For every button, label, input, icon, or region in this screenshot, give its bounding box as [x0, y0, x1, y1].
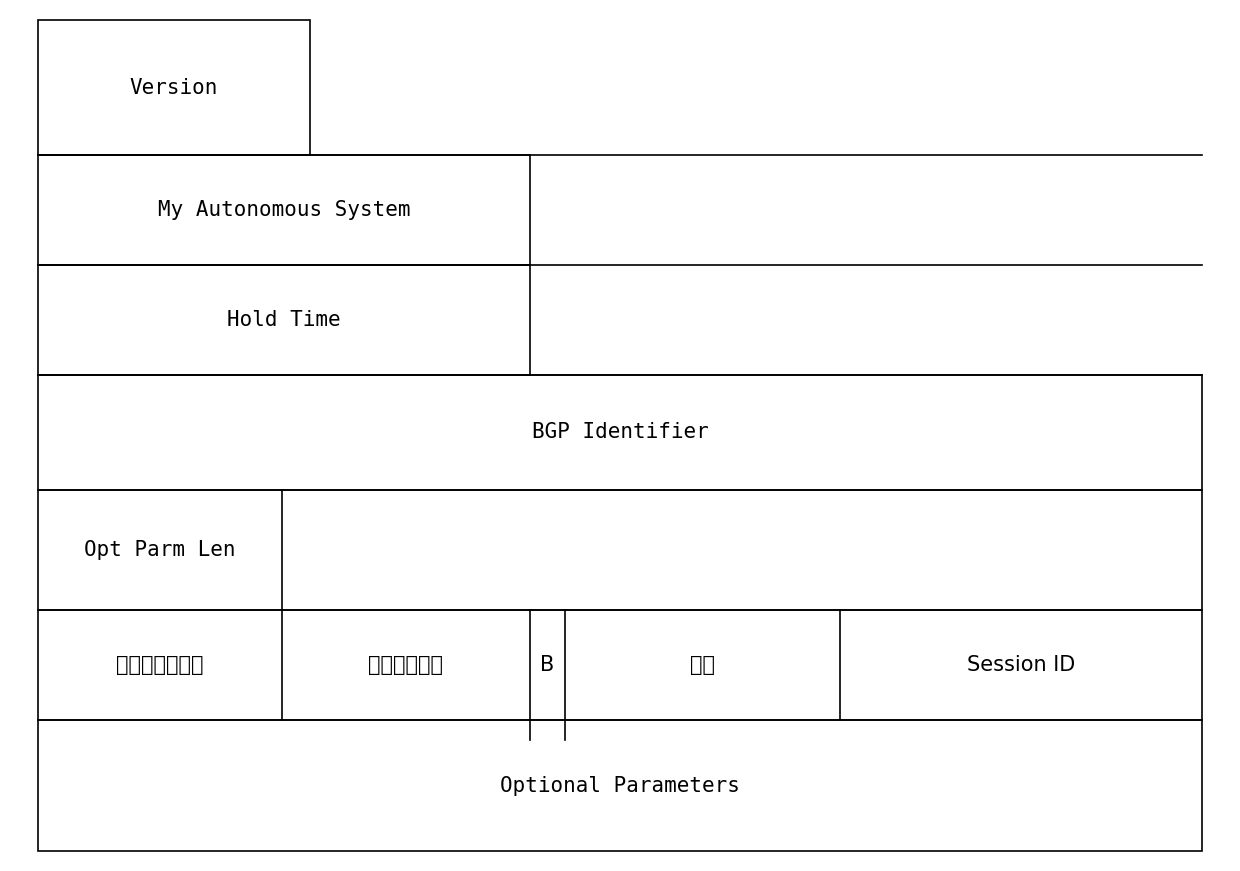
Bar — [38, 490, 1202, 610]
Text: 预留: 预留 — [689, 655, 715, 675]
Text: Version: Version — [130, 78, 218, 98]
Bar — [38, 610, 1202, 720]
Text: B: B — [541, 655, 554, 675]
Bar — [38, 720, 1202, 851]
Bar — [38, 20, 310, 155]
Bar — [38, 375, 1202, 490]
Bar — [38, 265, 529, 375]
Text: Session ID: Session ID — [967, 655, 1075, 675]
Text: Optional Parameters: Optional Parameters — [500, 775, 740, 795]
Text: Hold Time: Hold Time — [227, 310, 341, 330]
Text: 会话能力类型値: 会话能力类型値 — [117, 655, 203, 675]
Text: BGP Identifier: BGP Identifier — [532, 422, 708, 442]
Text: Opt Parm Len: Opt Parm Len — [84, 540, 236, 560]
Text: 会话能力长度: 会话能力长度 — [368, 655, 444, 675]
Text: My Autonomous System: My Autonomous System — [157, 200, 410, 220]
Bar — [38, 155, 529, 265]
